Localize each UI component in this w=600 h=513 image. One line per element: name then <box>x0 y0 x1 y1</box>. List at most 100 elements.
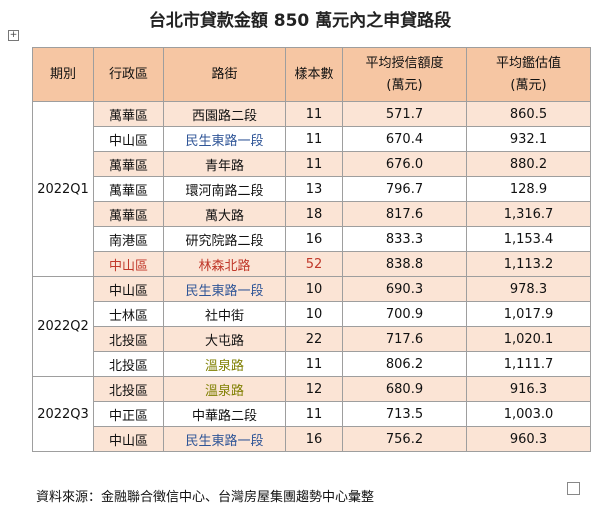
column-header: 路街 <box>163 47 286 102</box>
header-line: 平均鑑估值 <box>495 55 561 71</box>
table-cell: 16 <box>285 426 343 452</box>
table-cell: 12 <box>285 376 343 402</box>
table-cell: 22 <box>285 326 343 352</box>
table-cell: 52 <box>285 251 343 277</box>
column-header: 行政區 <box>93 47 164 102</box>
table-row: 中正區 中華路二段 11 713.5 1,003.0 <box>33 401 591 427</box>
table-cell: 社中街 <box>163 301 286 327</box>
period-cell: 2022Q3 <box>32 376 94 452</box>
table-cell: 南港區 <box>93 226 164 252</box>
table-row: 中山區 民生東路一段 16 756.2 960.3 <box>33 426 591 452</box>
table-cell: 860.5 <box>466 101 591 127</box>
table-cell: 10 <box>285 276 343 302</box>
table-cell: 1,003.0 <box>466 401 591 427</box>
table-row: 中山區 民生東路一段 11 670.4 932.1 <box>33 126 591 152</box>
table-cell: 978.3 <box>466 276 591 302</box>
table-row: 2022Q3 北投區 溫泉路 12 680.9 916.3 <box>32 376 591 452</box>
table-cell: 18 <box>285 201 343 227</box>
table-cell: 1,316.7 <box>466 201 591 227</box>
table-cell: 民生東路一段 <box>163 426 286 452</box>
table-cell: 796.7 <box>342 176 467 202</box>
header-row: 期別 行政區 路街 樣本數 平均授信額度 (萬元) 平均鑑估值 (萬元) <box>32 47 591 102</box>
table-cell: 713.5 <box>342 401 467 427</box>
column-header: 平均授信額度 (萬元) <box>342 47 467 102</box>
table-cell: 838.8 <box>342 251 467 277</box>
table-cell: 128.9 <box>466 176 591 202</box>
table-cell: 林森北路 <box>163 251 286 277</box>
table-cell: 960.3 <box>466 426 591 452</box>
table-row: 北投區 溫泉路 11 806.2 1,111.7 <box>33 351 591 377</box>
table-cell: 1,111.7 <box>466 351 591 377</box>
table-cell: 民生東路一段 <box>163 126 286 152</box>
table-cell: 11 <box>285 351 343 377</box>
table-cell: 700.9 <box>342 301 467 327</box>
table-cell: 大屯路 <box>163 326 286 352</box>
table-cell: 中山區 <box>93 251 164 277</box>
table-cell: 1,017.9 <box>466 301 591 327</box>
table-cell: 北投區 <box>93 326 164 352</box>
table-row: 北投區 大屯路 22 717.6 1,020.1 <box>33 326 591 352</box>
table-cell: 中華路二段 <box>163 401 286 427</box>
table-cell: 溫泉路 <box>163 376 286 402</box>
table-cell: 北投區 <box>93 376 164 402</box>
table-cell: 萬華區 <box>93 151 164 177</box>
table-cell: 研究院路二段 <box>163 226 286 252</box>
table-row: 萬華區 萬大路 18 817.6 1,316.7 <box>33 201 591 227</box>
table-cell: 環河南路二段 <box>163 176 286 202</box>
table-cell: 670.4 <box>342 126 467 152</box>
title: 台北市貸款金額 850 萬元內之申貸路段 <box>148 11 452 31</box>
table-cell: 11 <box>285 101 343 127</box>
header-line: 平均授信額度 <box>365 55 444 71</box>
table-row: 士林區 社中街 10 700.9 1,017.9 <box>33 301 591 327</box>
table-cell: 806.2 <box>342 351 467 377</box>
table-cell: 溫泉路 <box>163 351 286 377</box>
table-cell: 1,153.4 <box>466 226 591 252</box>
table-cell: 10 <box>285 301 343 327</box>
table-cell: 士林區 <box>93 301 164 327</box>
table-row: 萬華區 環河南路二段 13 796.7 128.9 <box>33 176 591 202</box>
table-cell: 13 <box>285 176 343 202</box>
table-row: 2022Q1 萬華區 西園路二段 11 571.7 860.5 <box>32 101 591 277</box>
header-line: (萬元) <box>386 77 423 93</box>
table-cell: 676.0 <box>342 151 467 177</box>
table-cell: 916.3 <box>466 376 591 402</box>
period-cell: 2022Q1 <box>32 101 94 277</box>
source-note: 資料來源：金融聯合徵信中心、台灣房屋集團趨勢中心彙整 <box>36 490 375 505</box>
table-cell: 中山區 <box>93 126 164 152</box>
move-handle[interactable]: + <box>8 30 19 41</box>
table-cell: 16 <box>285 226 343 252</box>
table-cell: 571.7 <box>342 101 467 127</box>
table-cell: 756.2 <box>342 426 467 452</box>
table-cell: 中正區 <box>93 401 164 427</box>
table-row: 南港區 研究院路二段 16 833.3 1,153.4 <box>33 226 591 252</box>
header-line: (萬元) <box>510 77 547 93</box>
table-cell: 青年路 <box>163 151 286 177</box>
table-cell: 1,020.1 <box>466 326 591 352</box>
table-cell: 西園路二段 <box>163 101 286 127</box>
table-cell: 932.1 <box>466 126 591 152</box>
table-cell: 11 <box>285 126 343 152</box>
column-header: 平均鑑估值 (萬元) <box>466 47 591 102</box>
column-header: 樣本數 <box>285 47 343 102</box>
table-cell: 民生東路一段 <box>163 276 286 302</box>
table-cell: 1,113.2 <box>466 251 591 277</box>
table-cell: 11 <box>285 151 343 177</box>
period-cell: 2022Q2 <box>32 276 94 377</box>
table-row: 萬華區 青年路 11 676.0 880.2 <box>33 151 591 177</box>
table-cell: 中山區 <box>93 426 164 452</box>
table-cell: 中山區 <box>93 276 164 302</box>
table-cell: 717.6 <box>342 326 467 352</box>
table-cell: 萬華區 <box>93 201 164 227</box>
loan-table: 期別 行政區 路街 樣本數 平均授信額度 (萬元) 平均鑑估值 (萬元) 2022Q1 萬華區 西… <box>32 47 591 452</box>
table-row: 中山區 林森北路 52 838.8 1,113.2 <box>33 251 591 277</box>
column-header: 期別 <box>32 47 94 102</box>
table-cell: 北投區 <box>93 351 164 377</box>
table-cell: 11 <box>285 401 343 427</box>
resize-handle[interactable] <box>567 482 580 495</box>
table-cell: 690.3 <box>342 276 467 302</box>
table-cell: 萬大路 <box>163 201 286 227</box>
table-row: 2022Q2 中山區 民生東路一段 10 690.3 978.3 <box>32 276 591 377</box>
table-cell: 680.9 <box>342 376 467 402</box>
table-cell: 833.3 <box>342 226 467 252</box>
